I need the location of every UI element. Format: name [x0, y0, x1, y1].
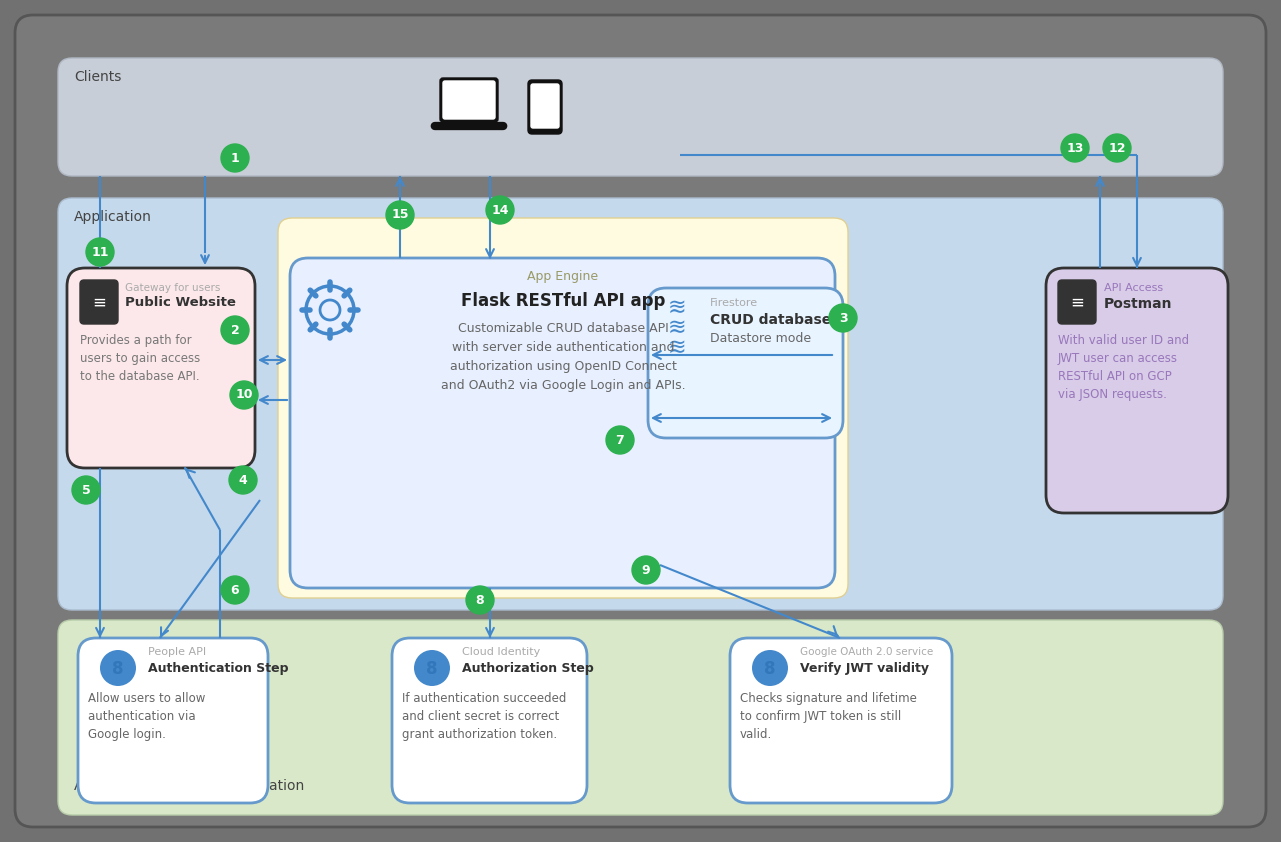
Circle shape — [1103, 134, 1131, 162]
Text: 8: 8 — [765, 660, 776, 678]
FancyBboxPatch shape — [67, 268, 255, 468]
Text: Flask RESTful API app: Flask RESTful API app — [461, 292, 665, 310]
Text: Postman: Postman — [1104, 297, 1172, 311]
Circle shape — [752, 650, 788, 686]
Text: Checks signature and lifetime
to confirm JWT token is still
valid.: Checks signature and lifetime to confirm… — [740, 692, 917, 741]
FancyBboxPatch shape — [532, 84, 559, 128]
Text: ≋: ≋ — [667, 338, 687, 358]
Text: 1: 1 — [231, 152, 240, 164]
Text: With valid user ID and
JWT user can access
RESTful API on GCP
via JSON requests.: With valid user ID and JWT user can acce… — [1058, 334, 1189, 401]
Text: 8: 8 — [475, 594, 484, 606]
Text: 11: 11 — [91, 246, 109, 258]
Text: 14: 14 — [491, 204, 509, 216]
FancyBboxPatch shape — [648, 288, 843, 438]
Text: ≡: ≡ — [1070, 294, 1084, 312]
Text: ≡: ≡ — [92, 294, 106, 312]
Text: 15: 15 — [391, 209, 409, 221]
FancyBboxPatch shape — [278, 218, 848, 598]
Text: 12: 12 — [1108, 141, 1126, 154]
Text: App Engine: App Engine — [528, 270, 598, 283]
FancyBboxPatch shape — [730, 638, 952, 803]
FancyBboxPatch shape — [15, 15, 1266, 827]
Text: 4: 4 — [238, 473, 247, 487]
Circle shape — [86, 238, 114, 266]
Text: ≋: ≋ — [667, 298, 687, 318]
FancyBboxPatch shape — [439, 78, 498, 122]
FancyBboxPatch shape — [58, 198, 1223, 610]
Circle shape — [231, 381, 257, 409]
Circle shape — [414, 650, 450, 686]
Text: Authorization Step: Authorization Step — [462, 662, 594, 675]
Circle shape — [100, 650, 136, 686]
Text: Datastore mode: Datastore mode — [710, 332, 811, 345]
Text: 6: 6 — [231, 584, 240, 596]
Circle shape — [829, 304, 857, 332]
Text: CRUD database: CRUD database — [710, 313, 831, 327]
Circle shape — [1061, 134, 1089, 162]
Text: Customizable CRUD database API
with server side authentication and
authorization: Customizable CRUD database API with serv… — [441, 322, 685, 392]
Text: 5: 5 — [82, 483, 91, 497]
Text: 8: 8 — [427, 660, 438, 678]
Circle shape — [222, 316, 249, 344]
Circle shape — [386, 201, 414, 229]
Text: 7: 7 — [616, 434, 624, 446]
Circle shape — [606, 426, 634, 454]
Text: Allow users to allow
authentication via
Google login.: Allow users to allow authentication via … — [88, 692, 205, 741]
Text: Google OAuth 2.0 service: Google OAuth 2.0 service — [801, 647, 934, 657]
Text: People API: People API — [149, 647, 206, 657]
Text: Public Website: Public Website — [126, 296, 236, 309]
FancyBboxPatch shape — [58, 58, 1223, 176]
Circle shape — [485, 196, 514, 224]
Text: Verify JWT validity: Verify JWT validity — [801, 662, 929, 675]
Text: 8: 8 — [113, 660, 124, 678]
Circle shape — [222, 144, 249, 172]
Text: Cloud Identity: Cloud Identity — [462, 647, 541, 657]
Text: Authentication and Authorization: Authentication and Authorization — [74, 779, 305, 793]
Text: 3: 3 — [839, 312, 847, 324]
Text: 13: 13 — [1066, 141, 1084, 154]
Circle shape — [229, 466, 257, 494]
Text: 9: 9 — [642, 563, 651, 577]
Circle shape — [632, 556, 660, 584]
Circle shape — [466, 586, 494, 614]
Text: ≋: ≋ — [667, 318, 687, 338]
Text: If authentication succeeded
and client secret is correct
grant authorization tok: If authentication succeeded and client s… — [402, 692, 566, 741]
FancyBboxPatch shape — [290, 258, 835, 588]
Text: Application: Application — [74, 210, 152, 224]
FancyBboxPatch shape — [1058, 280, 1097, 324]
Text: Firestore: Firestore — [710, 298, 758, 308]
FancyBboxPatch shape — [1047, 268, 1228, 513]
Text: Authentication Step: Authentication Step — [149, 662, 288, 675]
Text: Gateway for users: Gateway for users — [126, 283, 220, 293]
FancyBboxPatch shape — [79, 280, 118, 324]
Text: API Access: API Access — [1104, 283, 1163, 293]
Text: Provides a path for
users to gain access
to the database API.: Provides a path for users to gain access… — [79, 334, 200, 383]
FancyBboxPatch shape — [58, 620, 1223, 815]
Text: 2: 2 — [231, 323, 240, 337]
FancyBboxPatch shape — [392, 638, 587, 803]
Text: 10: 10 — [236, 388, 252, 402]
FancyBboxPatch shape — [78, 638, 268, 803]
FancyBboxPatch shape — [443, 81, 494, 119]
Circle shape — [72, 476, 100, 504]
Text: Clients: Clients — [74, 70, 122, 84]
FancyBboxPatch shape — [528, 80, 562, 134]
Circle shape — [222, 576, 249, 604]
